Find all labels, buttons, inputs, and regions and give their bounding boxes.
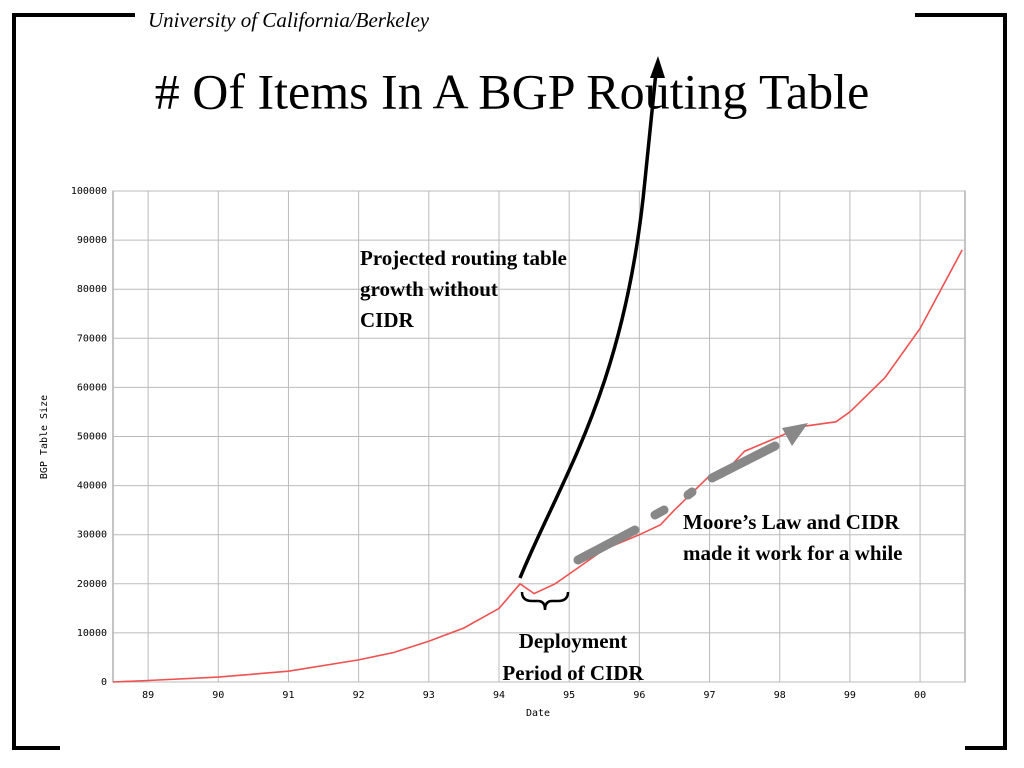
y-tick-label: 80000 [77, 284, 107, 295]
y-tick-label: 70000 [77, 333, 107, 344]
y-tick-label: 20000 [77, 579, 107, 590]
projection-curve [518, 71, 658, 579]
x-tick-label: 89 [142, 690, 154, 701]
arrow-segment [573, 525, 640, 565]
frame-right [915, 13, 1007, 750]
x-tick-label: 91 [282, 690, 294, 701]
chart-title: # Of Items In A BGP Routing Table [155, 63, 870, 119]
slide-frame [12, 13, 1007, 750]
x-tick-label: 92 [353, 690, 365, 701]
annotation: Period of CIDR [502, 661, 644, 685]
plot [112, 249, 963, 683]
arrow-segment [683, 487, 697, 500]
annotation: made it work for a while [683, 541, 903, 565]
y-tick-label: 0 [101, 677, 107, 688]
annotation: Deployment [519, 629, 628, 653]
x-tick-label: 00 [914, 690, 926, 701]
x-tick-label: 97 [704, 690, 716, 701]
x-tick-label: 94 [493, 690, 505, 701]
grid: 0 10000 20000 30000 40000 50000 60000 70000 8000… [71, 186, 965, 701]
y-tick-label: 40000 [77, 481, 107, 492]
y-tick-label: 30000 [77, 530, 107, 541]
y-tick-label: 50000 [77, 432, 107, 443]
arrow-segment [650, 505, 669, 520]
x-tick-label: 98 [774, 690, 786, 701]
annotation: CIDR [360, 308, 415, 332]
x-tick-label: 90 [212, 690, 224, 701]
y-tick-label: 90000 [77, 235, 107, 246]
frame-left [12, 13, 135, 750]
x-tick-label: 93 [423, 690, 435, 701]
annotation: growth without [360, 277, 498, 301]
annotation: Moore’s Law and CIDR [683, 510, 900, 534]
x-tick-label: 96 [633, 690, 645, 701]
header: University of California/Berkeley [148, 8, 430, 32]
y-tick-label: 60000 [77, 382, 107, 393]
y-tick-label: 10000 [77, 628, 107, 639]
arrow-head [782, 423, 808, 446]
moore-arrows [573, 423, 808, 565]
y-axis-label: BGP Table Size [39, 395, 50, 479]
projection-arrowhead [650, 56, 665, 78]
arrow-segment [707, 441, 780, 483]
data-line [112, 249, 963, 683]
y-tick-label: 100000 [71, 186, 107, 197]
annotations: Projected routing table growth without CID… [360, 246, 903, 685]
annotation: Projected routing table [360, 246, 567, 270]
deployment-brace [520, 591, 570, 611]
x-axis-label: Date [526, 708, 550, 719]
x-tick-label: 99 [844, 690, 856, 701]
x-tick-label: 95 [563, 690, 575, 701]
